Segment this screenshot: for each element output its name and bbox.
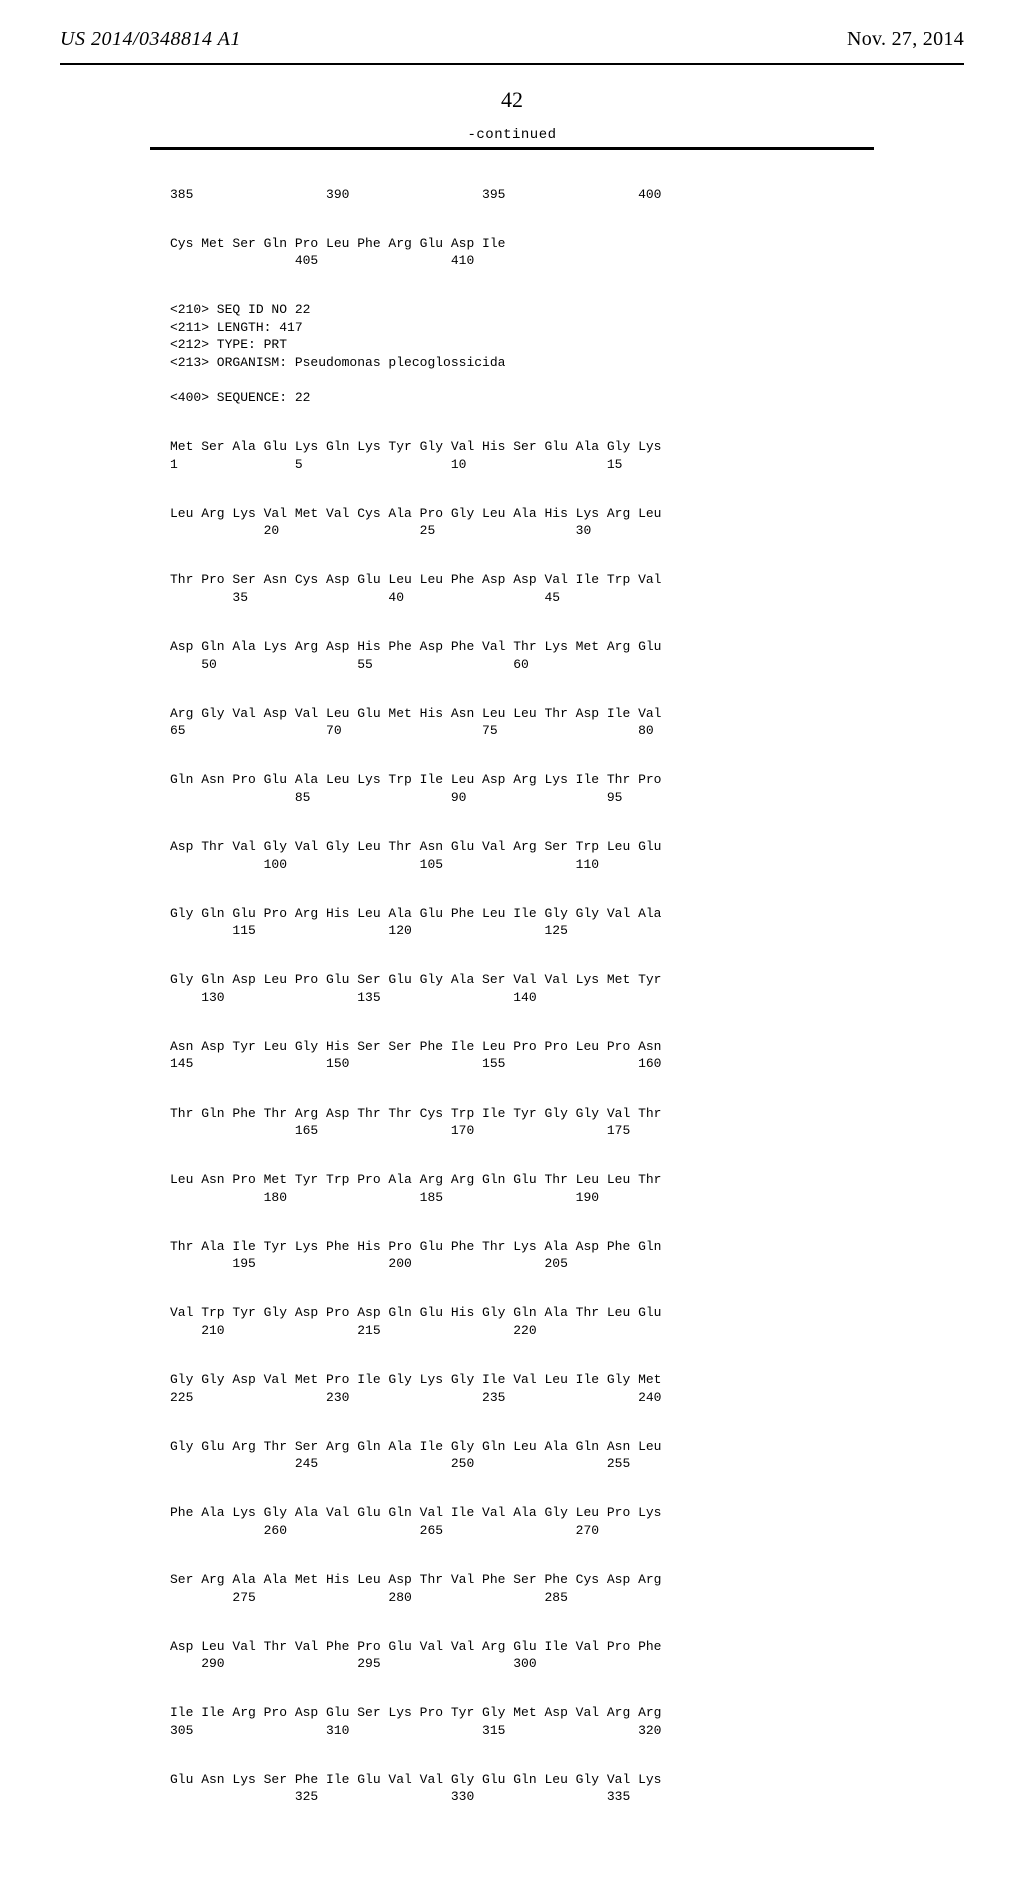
seq-residue-row: Asp Leu Val Thr Val Phe Pro Glu Val Val … xyxy=(170,1639,661,1654)
seq-meta-line: <212> TYPE: PRT xyxy=(170,337,287,352)
page-number: 42 xyxy=(0,87,1024,113)
seq-block: Gln Asn Pro Glu Ala Leu Lys Trp Ile Leu … xyxy=(170,771,854,806)
seq-block: Gly Glu Arg Thr Ser Arg Gln Ala Ile Gly … xyxy=(170,1438,854,1473)
seq-block: Val Trp Tyr Gly Asp Pro Asp Gln Glu His … xyxy=(170,1304,854,1339)
num-row: 385 390 395 400 xyxy=(170,186,854,204)
seq-position-row: 290 295 300 xyxy=(170,1656,537,1671)
seq-residue-row: Thr Pro Ser Asn Cys Asp Glu Leu Leu Phe … xyxy=(170,572,661,587)
seq-position-row: 35 40 45 xyxy=(170,590,560,605)
seq-position-row: 1 5 10 15 xyxy=(170,457,622,472)
seq-residue-row: Thr Gln Phe Thr Arg Asp Thr Thr Cys Trp … xyxy=(170,1106,661,1121)
seq-position-row: 100 105 110 xyxy=(170,857,599,872)
seq-meta-line: <213> ORGANISM: Pseudomonas plecoglossic… xyxy=(170,355,505,370)
seq-residue-row: Phe Ala Lys Gly Ala Val Glu Gln Val Ile … xyxy=(170,1505,661,1520)
header-rule xyxy=(60,63,964,65)
seq-position-row: 130 135 140 xyxy=(170,990,537,1005)
seq-block: Thr Ala Ile Tyr Lys Phe His Pro Glu Phe … xyxy=(170,1238,854,1273)
seq-residue-row: Cys Met Ser Gln Pro Leu Phe Arg Glu Asp … xyxy=(170,236,505,251)
sequence-rule xyxy=(150,147,874,150)
continued-label: -continued xyxy=(0,127,1024,143)
seq-meta-block: <210> SEQ ID NO 22 <211> LENGTH: 417 <21… xyxy=(170,301,854,406)
seq-residue-row: Leu Asn Pro Met Tyr Trp Pro Ala Arg Arg … xyxy=(170,1172,661,1187)
seq-residue-row: Gln Asn Pro Glu Ala Leu Lys Trp Ile Leu … xyxy=(170,772,661,787)
seq-residue-row: Arg Gly Val Asp Val Leu Glu Met His Asn … xyxy=(170,706,661,721)
seq-position-row: 385 390 395 400 xyxy=(170,187,661,202)
seq-block: Asp Thr Val Gly Val Gly Leu Thr Asn Glu … xyxy=(170,838,854,873)
seq-position-row: 115 120 125 xyxy=(170,923,568,938)
pub-date: Nov. 27, 2014 xyxy=(847,28,964,51)
seq-position-row: 325 330 335 xyxy=(170,1789,630,1804)
seq-position-row: 50 55 60 xyxy=(170,657,529,672)
seq-residue-row: Leu Arg Lys Val Met Val Cys Ala Pro Gly … xyxy=(170,506,661,521)
seq-block: Ile Ile Arg Pro Asp Glu Ser Lys Pro Tyr … xyxy=(170,1704,854,1739)
pub-number: US 2014/0348814 A1 xyxy=(60,28,241,51)
seq-block: Leu Asn Pro Met Tyr Trp Pro Ala Arg Arg … xyxy=(170,1171,854,1206)
seq-position-row: 225 230 235 240 xyxy=(170,1390,661,1405)
seq-residue-row: Gly Gly Asp Val Met Pro Ile Gly Lys Gly … xyxy=(170,1372,661,1387)
seq-block: Ser Arg Ala Ala Met His Leu Asp Thr Val … xyxy=(170,1571,854,1606)
seq-block: Asp Gln Ala Lys Arg Asp His Phe Asp Phe … xyxy=(170,638,854,673)
seq-residue-row: Gly Gln Asp Leu Pro Glu Ser Glu Gly Ala … xyxy=(170,972,661,987)
seq-residue-row: Asn Asp Tyr Leu Gly His Ser Ser Phe Ile … xyxy=(170,1039,661,1054)
seq-position-row: 85 90 95 xyxy=(170,790,622,805)
seq-residue-row: Gly Glu Arg Thr Ser Arg Gln Ala Ile Gly … xyxy=(170,1439,661,1454)
seq-block: Gly Gly Asp Val Met Pro Ile Gly Lys Gly … xyxy=(170,1371,854,1406)
seq-residue-row: Asp Gln Ala Lys Arg Asp His Phe Asp Phe … xyxy=(170,639,661,654)
seq-residue-row: Val Trp Tyr Gly Asp Pro Asp Gln Glu His … xyxy=(170,1305,661,1320)
seq-meta-line: <210> SEQ ID NO 22 xyxy=(170,302,310,317)
sequence-listing: 385 390 395 400 Cys Met Ser Gln Pro Leu … xyxy=(170,168,854,1838)
seq-block: Leu Arg Lys Val Met Val Cys Ala Pro Gly … xyxy=(170,505,854,540)
seq-position-row: 180 185 190 xyxy=(170,1190,599,1205)
seq-position-row: 405 410 xyxy=(170,253,474,268)
seq-block: Asp Leu Val Thr Val Phe Pro Glu Val Val … xyxy=(170,1638,854,1673)
seq-residue-row: Ser Arg Ala Ala Met His Leu Asp Thr Val … xyxy=(170,1572,661,1587)
seq-block: Cys Met Ser Gln Pro Leu Phe Arg Glu Asp … xyxy=(170,235,854,270)
seq-meta-line: <400> SEQUENCE: 22 xyxy=(170,390,310,405)
seq-block: Arg Gly Val Asp Val Leu Glu Met His Asn … xyxy=(170,705,854,740)
seq-position-row: 275 280 285 xyxy=(170,1590,568,1605)
seq-position-row: 165 170 175 xyxy=(170,1123,630,1138)
seq-residue-row: Asp Thr Val Gly Val Gly Leu Thr Asn Glu … xyxy=(170,839,661,854)
seq-position-row: 210 215 220 xyxy=(170,1323,537,1338)
seq-position-row: 305 310 315 320 xyxy=(170,1723,661,1738)
seq-position-row: 65 70 75 80 xyxy=(170,723,654,738)
seq-residue-row: Glu Asn Lys Ser Phe Ile Glu Val Val Gly … xyxy=(170,1772,661,1787)
seq-residue-row: Thr Ala Ile Tyr Lys Phe His Pro Glu Phe … xyxy=(170,1239,661,1254)
seq-block: Gly Gln Glu Pro Arg His Leu Ala Glu Phe … xyxy=(170,905,854,940)
seq-meta-line: <211> LENGTH: 417 xyxy=(170,320,303,335)
seq-residue-row: Ile Ile Arg Pro Asp Glu Ser Lys Pro Tyr … xyxy=(170,1705,661,1720)
seq-block: Asn Asp Tyr Leu Gly His Ser Ser Phe Ile … xyxy=(170,1038,854,1073)
seq-residue-row: Gly Gln Glu Pro Arg His Leu Ala Glu Phe … xyxy=(170,906,661,921)
seq-position-row: 195 200 205 xyxy=(170,1256,568,1271)
seq-block: Glu Asn Lys Ser Phe Ile Glu Val Val Gly … xyxy=(170,1771,854,1806)
seq-block: Phe Ala Lys Gly Ala Val Glu Gln Val Ile … xyxy=(170,1504,854,1539)
seq-position-row: 20 25 30 xyxy=(170,523,591,538)
seq-block: Thr Gln Phe Thr Arg Asp Thr Thr Cys Trp … xyxy=(170,1105,854,1140)
seq-block: Thr Pro Ser Asn Cys Asp Glu Leu Leu Phe … xyxy=(170,571,854,606)
page-header: US 2014/0348814 A1 Nov. 27, 2014 xyxy=(0,0,1024,59)
seq-position-row: 145 150 155 160 xyxy=(170,1056,661,1071)
seq-position-row: 260 265 270 xyxy=(170,1523,599,1538)
seq-block: Met Ser Ala Glu Lys Gln Lys Tyr Gly Val … xyxy=(170,438,854,473)
seq-residue-row: Met Ser Ala Glu Lys Gln Lys Tyr Gly Val … xyxy=(170,439,661,454)
seq-block: Gly Gln Asp Leu Pro Glu Ser Glu Gly Ala … xyxy=(170,971,854,1006)
seq-position-row: 245 250 255 xyxy=(170,1456,630,1471)
